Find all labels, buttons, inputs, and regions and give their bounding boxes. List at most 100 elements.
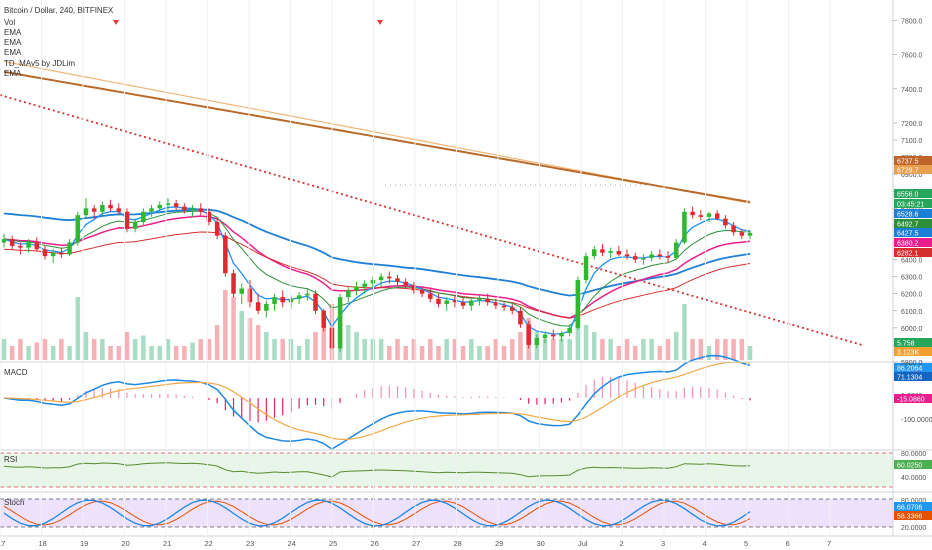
legend-ema-2[interactable]: EMA xyxy=(4,38,22,47)
volume-bar xyxy=(165,339,171,360)
volume-bar xyxy=(305,339,310,360)
legend-ema-3[interactable]: EMA xyxy=(4,48,22,57)
candle-body xyxy=(550,334,556,337)
x-tick-label: Jul xyxy=(578,539,588,548)
rsi-band xyxy=(0,453,893,487)
candle-body xyxy=(460,302,466,306)
price-tick-label: 7600.0 xyxy=(901,53,923,60)
price-tick-label: 7400.0 xyxy=(901,87,923,94)
volume-bar xyxy=(272,339,277,360)
volume-bar xyxy=(690,339,695,360)
volume-bar xyxy=(18,339,23,360)
x-tick-label: 19 xyxy=(80,539,88,548)
x-tick-label: 22 xyxy=(205,539,213,548)
volume-bar xyxy=(682,304,687,360)
candle-body xyxy=(280,297,285,303)
stoch-label[interactable]: Stoch xyxy=(4,498,24,507)
rsi-line xyxy=(3,462,751,478)
volume-bar xyxy=(132,339,138,360)
candle-body xyxy=(26,242,31,248)
volume-bar xyxy=(608,339,613,360)
candle-body xyxy=(83,208,89,216)
candle-body xyxy=(231,273,236,294)
stoch-k-line xyxy=(3,499,751,527)
signal-marker xyxy=(377,20,383,25)
volume-bar xyxy=(419,346,425,360)
volume-bar xyxy=(354,332,359,360)
legend-vol[interactable]: Vol xyxy=(4,18,15,27)
volume-bar xyxy=(198,339,204,360)
candle-body xyxy=(75,215,81,243)
candle-body xyxy=(575,280,581,328)
volume-bar xyxy=(739,339,745,360)
legend-td-mav5[interactable]: TD_MAv5 by JDLim xyxy=(4,59,75,68)
price-badge xyxy=(894,209,932,218)
candle-body xyxy=(223,235,228,274)
stoch-pane[interactable]: 80.0000 20.0000 66.0706 58.3366 xyxy=(0,498,932,532)
rsi-label[interactable]: RSI xyxy=(4,455,17,464)
stoch-tick-label: 80.0000 xyxy=(901,498,926,505)
volume-badge-text: 5.758 xyxy=(897,341,915,348)
volume-bar xyxy=(313,332,318,360)
candle-body xyxy=(739,232,745,236)
volume-bar xyxy=(501,346,507,360)
volume-bar xyxy=(296,346,302,360)
volume-bar xyxy=(26,346,31,360)
price-tick-label: 7100.0 xyxy=(901,138,923,145)
volume-bar xyxy=(206,339,212,360)
volume-bar xyxy=(706,346,712,360)
candle-body xyxy=(444,300,449,304)
volume-bar xyxy=(575,304,581,360)
price-tick-label: 6900.0 xyxy=(901,172,923,179)
ema-line-blue xyxy=(3,208,751,297)
macd-label[interactable]: MACD xyxy=(4,368,28,377)
x-tick-label: 23 xyxy=(246,539,254,548)
volume-bar xyxy=(436,346,441,360)
chart-title: Bitcoin / Dollar, 240, BITFINEX xyxy=(4,6,114,15)
volume-bar xyxy=(600,339,605,360)
volume-bar xyxy=(591,332,597,360)
price-badge-text: 6737.5 xyxy=(897,159,919,166)
volume-bar xyxy=(395,339,400,360)
macd-pane[interactable]: 100.00000.0000-100.000086.206471.1304-15… xyxy=(3,354,932,450)
x-tick-label: 21 xyxy=(163,539,171,548)
volume-bar xyxy=(542,339,548,360)
candle-body xyxy=(452,300,458,303)
volume-bar xyxy=(485,346,490,360)
volume-bar xyxy=(124,332,130,360)
legend-ema-1[interactable]: EMA xyxy=(4,28,22,37)
candle-body xyxy=(608,251,613,253)
x-tick-label: 18 xyxy=(39,539,47,548)
price-tick-label: 6300.0 xyxy=(901,275,923,282)
volume-bar xyxy=(714,339,720,360)
price-badge xyxy=(894,199,932,208)
candle-body xyxy=(682,211,687,243)
candle-body xyxy=(706,213,712,217)
candle-body xyxy=(436,298,441,304)
candle-body xyxy=(501,305,507,308)
candle-body xyxy=(600,249,605,253)
candle-body xyxy=(149,208,154,212)
volume-bar xyxy=(477,346,482,360)
candle-body xyxy=(419,290,425,294)
candle-body xyxy=(165,203,171,205)
candle-body xyxy=(100,204,105,212)
candle-body xyxy=(403,281,408,286)
candle-body xyxy=(387,276,392,279)
candle-body xyxy=(411,285,417,291)
price-pane[interactable] xyxy=(0,20,863,360)
price-badge-text: 6282.1 xyxy=(897,251,919,258)
stoch-badge xyxy=(894,502,932,511)
candle-body xyxy=(731,225,736,233)
volume-bar xyxy=(657,346,663,360)
candle-body xyxy=(510,307,515,311)
candle-body xyxy=(190,208,195,211)
volume-bar xyxy=(616,346,622,360)
legend-ema-4[interactable]: EMA xyxy=(4,69,22,78)
candle-body xyxy=(723,218,728,226)
volume-bar xyxy=(190,342,195,360)
rsi-pane[interactable]: 80.0000 40.0000 60.0250 xyxy=(0,451,932,488)
volume-bar xyxy=(100,339,105,360)
rsi-badge-text: 60.0250 xyxy=(897,463,922,470)
